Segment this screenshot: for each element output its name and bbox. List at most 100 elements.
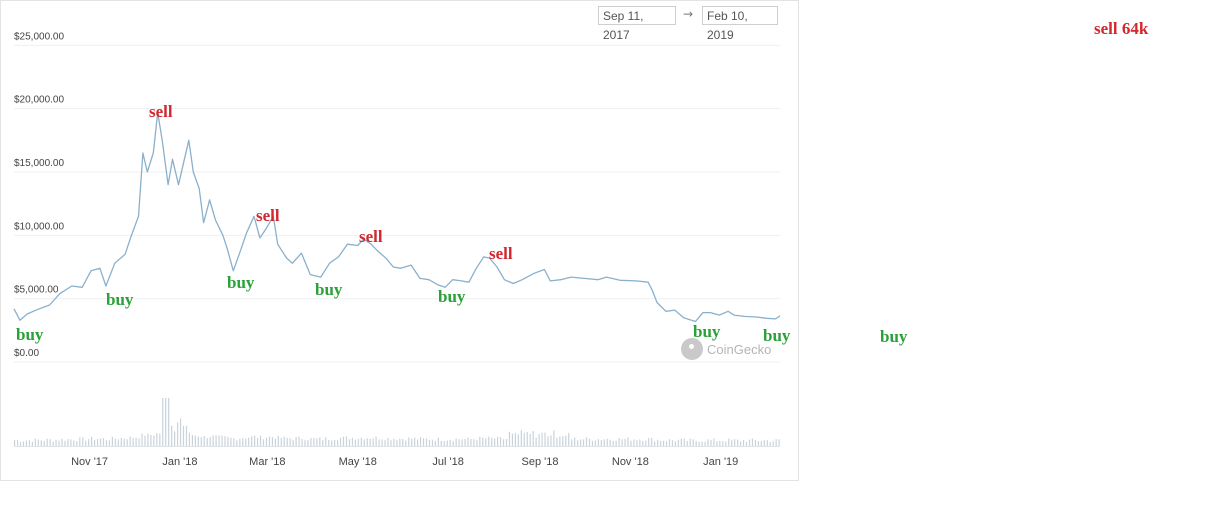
volume-bar <box>307 439 309 446</box>
volume-bar <box>402 438 404 446</box>
volume-bar <box>482 437 484 446</box>
volume-bar <box>618 438 620 446</box>
volume-bar <box>366 438 368 446</box>
volume-bar <box>85 440 87 446</box>
volume-bar <box>737 439 739 446</box>
volume-bar <box>336 440 339 446</box>
volume-bar <box>588 438 591 446</box>
volume-bar <box>162 398 164 446</box>
volume-bar <box>218 435 220 446</box>
volume-bar <box>165 398 167 446</box>
volume-bar <box>511 433 514 446</box>
volume-bar <box>464 438 466 446</box>
x-tick-label: Sep '18 <box>521 456 558 468</box>
volume-bar <box>541 432 543 446</box>
volume-bar <box>745 441 748 446</box>
volume-bar <box>671 440 674 446</box>
volume-bar <box>94 439 96 446</box>
sell-annotation: sell <box>489 244 513 263</box>
volume-bar <box>701 441 703 446</box>
chart-frame <box>0 0 799 481</box>
volume-bar <box>174 431 176 446</box>
volume-bar <box>233 438 235 446</box>
volume-bar <box>105 440 108 446</box>
volume-bar <box>417 439 419 446</box>
volume-bar <box>111 436 113 446</box>
volume-bar <box>760 441 762 446</box>
volume-bar <box>739 441 742 446</box>
volume-bar <box>64 440 66 446</box>
volume-bar <box>651 437 653 446</box>
volume-bar <box>722 440 724 446</box>
volume-bar <box>283 436 285 446</box>
volume-bar <box>600 440 602 446</box>
date-from-field[interactable]: Sep 11, 2017 <box>598 6 676 42</box>
volume-bar <box>236 440 238 446</box>
volume-bar <box>491 437 493 446</box>
volume-bar <box>209 437 211 446</box>
volume-bar <box>488 436 490 446</box>
volume-bar <box>28 440 31 446</box>
volume-bar <box>748 439 751 446</box>
volume-bar <box>304 440 306 446</box>
volume-bar <box>502 439 505 446</box>
volume-bar <box>621 439 623 446</box>
volume-bar <box>242 438 244 446</box>
volume-bar <box>734 439 736 446</box>
volume-bar <box>342 436 345 446</box>
volume-bar <box>132 437 134 446</box>
volume-bar <box>114 438 116 446</box>
volume-bar <box>19 442 22 446</box>
volume-bar <box>393 438 395 446</box>
volume-bar <box>227 436 229 446</box>
volume-bar <box>46 438 48 446</box>
volume-bar <box>704 441 706 446</box>
volume-bar <box>396 440 398 446</box>
volume-bar <box>597 439 599 446</box>
volume-bar <box>716 441 718 446</box>
volume-bar <box>479 436 481 446</box>
volume-bar <box>378 439 380 446</box>
volume-bar <box>369 438 371 446</box>
volume-bar <box>763 440 765 446</box>
volume-bar <box>710 439 712 446</box>
volume-bar <box>381 439 383 446</box>
volume-bar <box>725 441 727 446</box>
volume-bar <box>559 436 561 446</box>
volume-bar <box>185 425 188 446</box>
volume-bar <box>419 437 422 446</box>
x-tick-label: Jan '18 <box>162 456 197 468</box>
volume-bar <box>256 438 259 446</box>
date-to-field[interactable]: Feb 10, 2019 <box>702 6 778 42</box>
volume-bar <box>52 441 54 446</box>
volume-bar <box>532 430 534 446</box>
volume-bar <box>37 439 39 446</box>
volume-bar <box>262 439 265 446</box>
volume-bar <box>411 438 413 446</box>
volume-bar <box>289 438 291 446</box>
volume-bar <box>345 436 348 446</box>
volume-bar <box>529 433 531 446</box>
volume-bar <box>375 436 377 446</box>
volume-bar <box>422 438 425 446</box>
volume-bar <box>520 430 522 446</box>
volume-bar <box>274 438 276 446</box>
volume-bar <box>719 440 721 446</box>
volume-bar <box>627 437 629 446</box>
volume-bar <box>108 440 111 446</box>
volume-bar <box>508 431 511 446</box>
volume-bar <box>591 440 594 446</box>
volume-bar <box>654 441 656 446</box>
volume-bar <box>73 440 75 446</box>
volume-bar <box>301 439 303 446</box>
volume-bar <box>775 439 777 446</box>
volume-bar <box>268 436 271 446</box>
volume-bar <box>197 436 199 446</box>
volume-bar <box>571 439 573 446</box>
volume-bar <box>642 440 644 446</box>
volume-bar <box>594 440 596 446</box>
volume-bar <box>34 438 36 446</box>
volume-bar <box>577 440 579 446</box>
volume-bar <box>230 437 232 446</box>
volume-bar <box>191 435 193 446</box>
